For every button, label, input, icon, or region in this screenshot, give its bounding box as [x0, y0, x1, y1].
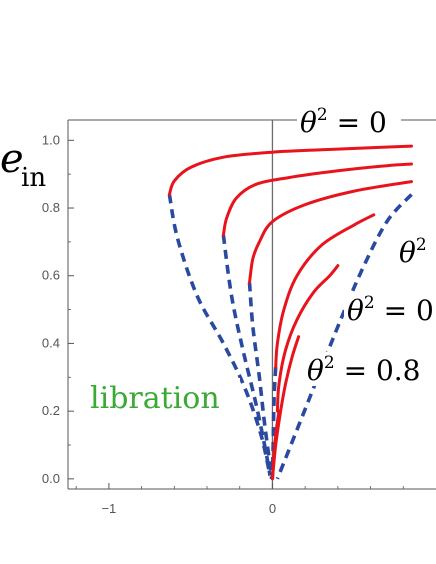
annotation-theta3-text: = 0: [375, 294, 434, 327]
y-axis-label: e in: [0, 136, 46, 193]
x-tick-label: 0: [269, 501, 276, 516]
solid-curve: [270, 409, 281, 481]
dashed-curve: [275, 193, 413, 480]
annotation-theta0-text: = 0: [328, 106, 387, 139]
tick-layer: 0.0 0.2 0.4 0.6 0.8 1.0 −1 0: [42, 132, 404, 516]
y-tick-label: 1.0: [42, 132, 60, 147]
annotation-theta4-sup: 2: [324, 353, 335, 373]
annotation-theta0-symbol: θ: [300, 106, 317, 139]
annotation-libration-bg: [88, 378, 240, 414]
annotation-theta3-symbol: θ: [347, 294, 364, 327]
annotation-theta2: θ2: [396, 235, 436, 269]
solid-curve: [248, 180, 413, 284]
y-axis-label-sub: in: [21, 163, 46, 193]
svg-text:θ2 = 0: θ2 = 0: [300, 105, 387, 139]
annotation-theta2-sup: 2: [416, 235, 427, 255]
annotation-theta0: θ2 = 0: [297, 105, 401, 139]
solid-curve: [275, 264, 340, 413]
annotation-libration-text: libration: [90, 381, 220, 416]
annotation-theta3-sup: 2: [364, 293, 375, 313]
annotation-theta3-bg: [344, 292, 436, 324]
y-axis-label-base: e: [0, 136, 24, 182]
annotation-theta4-text: = 0.8: [335, 354, 421, 387]
curve-layer: [167, 144, 413, 481]
annotation-theta4-symbol: θ: [307, 354, 324, 387]
y-tick-label: 0.4: [42, 335, 60, 350]
annotation-libration: libration: [88, 378, 240, 416]
y-tick-label: 0.8: [42, 200, 60, 215]
x-tick-label: −1: [101, 501, 116, 516]
annotation-theta2-bg: [396, 236, 436, 266]
annotation-theta0-bg: [297, 106, 401, 136]
dashed-curve: [247, 282, 274, 480]
svg-text:θ2 = 0: θ2 = 0: [347, 293, 434, 327]
solid-curve: [167, 144, 413, 196]
solid-curve: [274, 213, 376, 369]
annotation-theta0-sup: 2: [317, 105, 328, 125]
y-tick-label: 0.0: [42, 471, 60, 486]
annotation-theta2-symbol: θ: [399, 236, 416, 269]
solid-curve: [221, 162, 413, 237]
y-tick-label: 0.2: [42, 403, 60, 418]
annotation-theta4-bg: [304, 352, 436, 386]
annotation-theta3: θ2 = 0: [344, 292, 436, 327]
y-tick-label: 0.6: [42, 268, 60, 283]
svg-text:θ2: θ2: [399, 235, 427, 269]
svg-text:θ2 = 0.8: θ2 = 0.8: [307, 353, 420, 387]
annotation-theta4: θ2 = 0.8: [304, 352, 436, 387]
